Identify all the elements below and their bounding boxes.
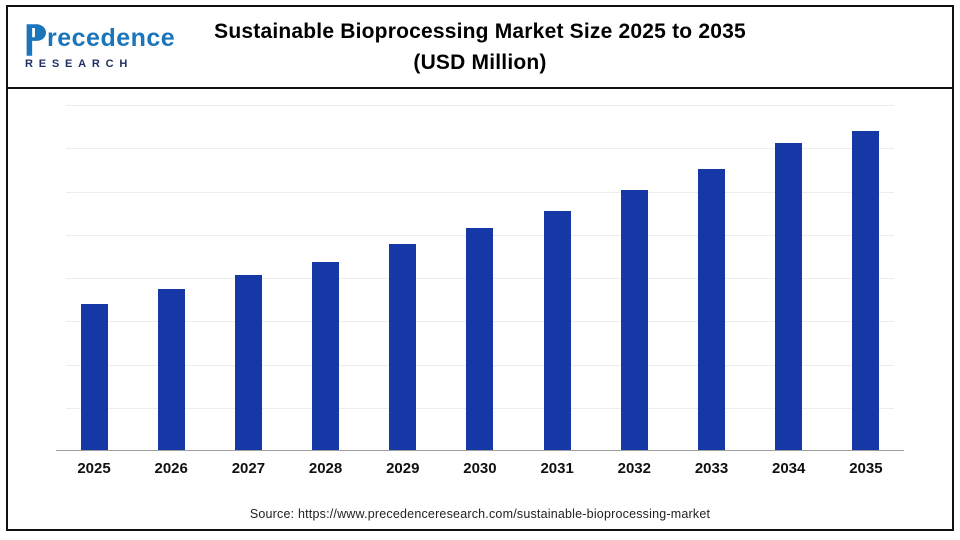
x-axis-labels: 2025 2026 2027 2028 2029 2030 2031 2032 2033 2034… <box>66 460 894 477</box>
bar-2026 <box>157 289 185 451</box>
bar-2028 <box>312 261 340 451</box>
chart-area: 2025 2026 2027 2028 2029 2030 2031 2032 2033 2034… <box>8 105 952 521</box>
bar-column-2027 <box>220 105 276 451</box>
precedence-p-icon <box>26 24 46 56</box>
bar-column-2030 <box>452 105 508 451</box>
x-tick-2026: 2026 <box>154 460 188 477</box>
chart-title: Sustainable Bioprocessing Market Size 20… <box>214 16 746 79</box>
brand-logo: recedence RESEARCH <box>22 24 175 70</box>
brand-subtitle-text: RESEARCH <box>25 58 134 70</box>
source-attribution: Source: https://www.precedenceresearch.c… <box>249 507 711 521</box>
bar-2034 <box>775 143 803 451</box>
plot-bars <box>66 105 894 451</box>
x-tick-2031: 2031 <box>540 460 574 477</box>
bar-column-2035 <box>838 105 894 451</box>
x-tick-2029: 2029 <box>386 460 420 477</box>
gridline <box>66 191 894 193</box>
infographic-frame: recedence RESEARCH Sustainable Bioproces… <box>6 5 954 531</box>
x-tick-2035: 2035 <box>849 460 883 477</box>
bar-column-2033 <box>684 105 740 451</box>
bar-column-2028 <box>298 105 354 451</box>
bar-column-2031 <box>529 105 585 451</box>
chart-title-line1: Sustainable Bioprocessing Market Size 20… <box>214 19 746 43</box>
gridline <box>66 105 894 106</box>
bar-column-2026 <box>143 105 199 451</box>
x-tick-2034: 2034 <box>772 460 806 477</box>
bar-2033 <box>698 169 725 451</box>
brand-logo-wordmark: recedence <box>22 24 175 56</box>
bar-2032 <box>620 189 648 451</box>
plot <box>56 105 904 451</box>
bar-2025 <box>80 303 108 451</box>
x-tick-2030: 2030 <box>463 460 497 477</box>
bar-2035 <box>852 130 880 451</box>
x-axis-baseline <box>56 450 904 451</box>
bar-column-2029 <box>375 105 431 451</box>
bar-column-2025 <box>66 105 122 451</box>
x-tick-2027: 2027 <box>231 460 266 477</box>
x-tick-2025: 2025 <box>77 460 111 477</box>
bar-column-2032 <box>606 105 662 451</box>
x-tick-2033: 2033 <box>694 460 729 477</box>
chart-title-line2: (USD Million) <box>413 51 547 74</box>
brand-name-text: recedence <box>47 24 176 52</box>
header: recedence RESEARCH Sustainable Bioproces… <box>8 7 952 89</box>
x-tick-2032: 2032 <box>617 460 651 477</box>
bar-2031 <box>543 210 571 451</box>
bar-2029 <box>389 244 417 451</box>
bar-column-2034 <box>761 105 817 451</box>
x-tick-2028: 2028 <box>308 460 343 477</box>
gridline <box>66 148 894 150</box>
bar-2030 <box>466 228 494 451</box>
bar-2027 <box>234 274 262 451</box>
